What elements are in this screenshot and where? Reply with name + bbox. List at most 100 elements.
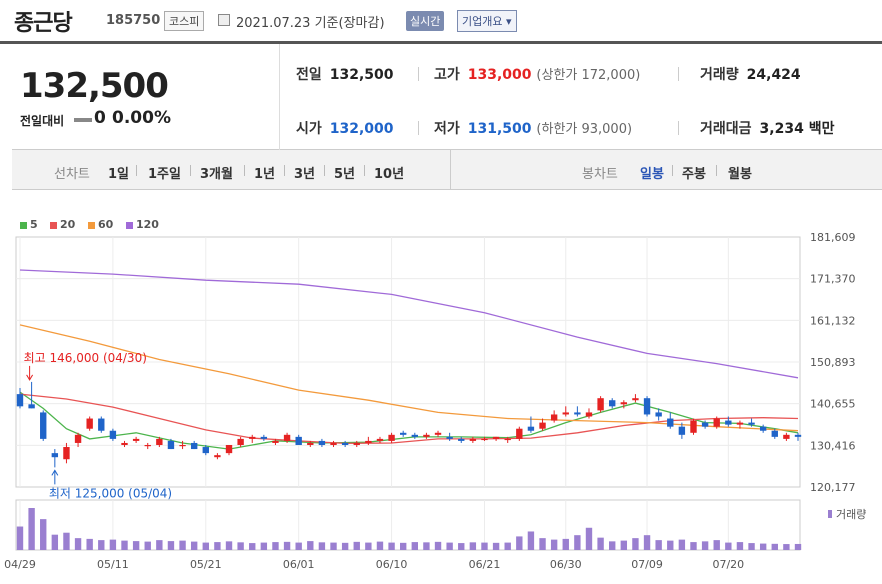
- candle-body: [40, 412, 47, 439]
- line-chart-label: 선차트: [54, 167, 90, 182]
- current-price-panel: 132,500 전일대비 0 0.00%: [12, 44, 280, 150]
- high-label: 고가: [434, 67, 460, 83]
- ma-line-120: [19, 269, 799, 379]
- y-tick-label: 181,609: [810, 231, 856, 244]
- divider: [418, 67, 419, 81]
- volume-bar: [423, 542, 430, 550]
- tab-3y[interactable]: 3년: [294, 167, 316, 182]
- x-tick-label: 06/21: [469, 558, 501, 571]
- volume-bar: [260, 542, 268, 550]
- y-tick-label: 171,370: [810, 273, 856, 286]
- prev-close: 전일 132,500: [296, 64, 394, 84]
- realtime-button[interactable]: 실시간: [406, 11, 445, 31]
- volume-bar: [74, 538, 82, 550]
- volume-bar: [643, 535, 651, 550]
- legend-label: 5: [30, 218, 38, 231]
- candle-body: [667, 418, 674, 427]
- prev-close-label: 전일: [296, 67, 322, 83]
- volume-bar: [190, 541, 198, 550]
- volume-bar: [411, 542, 418, 550]
- lower-limit: (하한가 93,000): [536, 122, 633, 137]
- legend-item-20: 20: [50, 218, 75, 231]
- candle-body: [260, 436, 268, 439]
- x-tick-label: 05/21: [190, 558, 222, 571]
- tab-1y[interactable]: 1년: [254, 167, 276, 182]
- x-tick-label: 06/30: [550, 558, 582, 571]
- volume-bar: [585, 527, 593, 550]
- volume-bar: [98, 540, 105, 550]
- open-value: 132,000: [329, 121, 394, 137]
- x-tick-label: 04/29: [4, 558, 36, 571]
- candle-body: [481, 438, 488, 441]
- tab-3m[interactable]: 3개월: [200, 167, 233, 182]
- change-percent: 0.00%: [112, 108, 171, 128]
- tab-separator: [244, 165, 245, 176]
- volume-bar: [794, 543, 802, 550]
- volume-bar: [597, 537, 604, 550]
- candle-body: [283, 434, 291, 441]
- tab-separator: [136, 165, 137, 176]
- tab-monthly[interactable]: 월봉: [728, 167, 752, 182]
- candle-body: [376, 438, 384, 441]
- candle-body: [86, 418, 93, 429]
- candle-body: [701, 422, 709, 427]
- candle-body: [249, 436, 256, 439]
- volume-bar: [527, 531, 535, 550]
- ma-line-60: [19, 324, 799, 432]
- volume-bar: [713, 540, 720, 550]
- volume-legend-swatch: [828, 510, 832, 518]
- low-arrow-icon: [51, 469, 59, 476]
- volume-bar: [504, 542, 511, 550]
- candle-body: [585, 412, 593, 417]
- tab-separator: [716, 165, 717, 176]
- volume-bar: [388, 542, 395, 550]
- volume-bar: [748, 543, 755, 550]
- candle-body: [202, 447, 209, 454]
- candle-body: [365, 440, 372, 443]
- volume-bar: [620, 540, 628, 550]
- candle-body: [400, 432, 407, 435]
- candle-body: [736, 422, 744, 425]
- x-tick-label: 06/01: [283, 558, 315, 571]
- legend-swatch: [50, 221, 57, 229]
- volume-bar: [365, 542, 372, 550]
- tab-separator: [284, 165, 285, 176]
- divider: [678, 121, 679, 135]
- candle-body: [469, 438, 477, 441]
- legend-swatch: [126, 221, 133, 229]
- volume-bar: [202, 542, 209, 550]
- candle-body: [190, 442, 198, 450]
- amount-unit: 백만: [808, 121, 835, 137]
- x-tick-label: 07/09: [631, 558, 663, 571]
- corp-info-dropdown[interactable]: 기업개요 ▾: [457, 10, 517, 32]
- candle-body: [214, 455, 221, 458]
- corp-info-label: 기업개요: [462, 15, 503, 28]
- legend-label: 120: [136, 218, 159, 231]
- volume-bar: [144, 541, 151, 550]
- volume-bar: [283, 541, 291, 550]
- tab-1d[interactable]: 1일: [108, 167, 130, 182]
- tab-5y[interactable]: 5년: [334, 167, 356, 182]
- volume-bar: [167, 541, 175, 550]
- volume-bar: [121, 540, 128, 550]
- volume-bar: [562, 538, 569, 550]
- high-arrow-icon: [26, 374, 34, 381]
- tab-10y[interactable]: 10년: [374, 167, 405, 182]
- volume-bar: [771, 543, 778, 550]
- tab-daily[interactable]: 일봉: [640, 167, 664, 182]
- low-annotation: 최저 125,000 (05/04): [49, 486, 172, 500]
- high-annotation: 최고 146,000 (04/30): [24, 351, 147, 365]
- volume-bar: [132, 541, 140, 550]
- candle-body: [132, 438, 140, 441]
- divider: [678, 67, 679, 81]
- candle-body: [51, 453, 59, 458]
- volume-bar: [307, 541, 314, 550]
- tab-weekly[interactable]: 주봉: [682, 167, 706, 182]
- volume-bar: [40, 519, 47, 550]
- volume-bar: [690, 542, 697, 550]
- candle-body: [423, 434, 430, 437]
- candle-body: [16, 394, 24, 407]
- tab-1w[interactable]: 1주일: [148, 167, 181, 182]
- volume-bar: [516, 536, 523, 550]
- company-name: 종근당: [14, 11, 73, 36]
